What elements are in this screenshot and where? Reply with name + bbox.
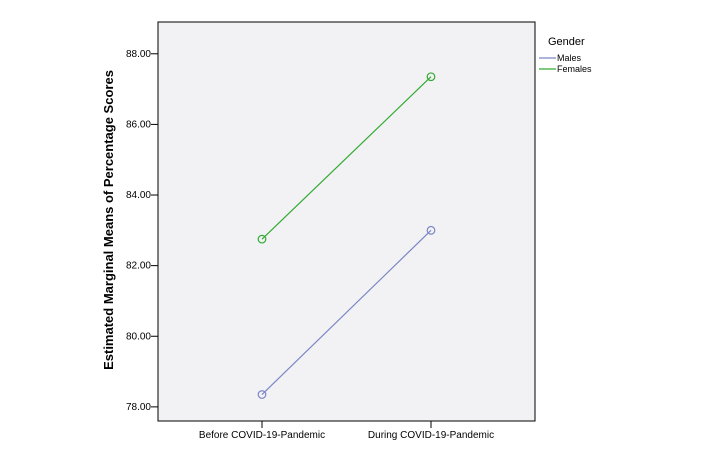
data-point-males: [257, 390, 267, 399]
data-point-males: [426, 225, 436, 235]
y-axis-title: Estimated Marginal Means of Percentage S…: [101, 70, 116, 370]
plot-area: [157, 21, 536, 422]
legend-label-males: Males: [557, 53, 582, 63]
data-point-females: [426, 72, 436, 82]
y-tick-label: 88.00: [126, 49, 151, 60]
series-line-females: [261, 76, 432, 240]
x-tick-label: Before COVID-19-Pandemic: [199, 430, 325, 441]
y-tick-label: 82.00: [126, 261, 151, 272]
series-line-males: [261, 229, 432, 395]
y-tick-label: 84.00: [126, 190, 151, 201]
x-tick-label: During COVID-19-Pandemic: [368, 430, 494, 441]
data-point-females: [257, 234, 267, 244]
legend-title: Gender: [548, 36, 585, 48]
series-layer: [257, 72, 436, 399]
y-tick-label: 78.00: [126, 402, 151, 413]
legend-label-females: Females: [557, 64, 592, 74]
x-axis: Before COVID-19-Pandemic During COVID-19-…: [199, 421, 494, 441]
y-tick-label: 80.00: [126, 331, 151, 342]
y-axis: 78.00 80.00 82.00 84.00 86.00 88.00: [126, 49, 158, 413]
y-tick-label: 86.00: [126, 119, 151, 130]
